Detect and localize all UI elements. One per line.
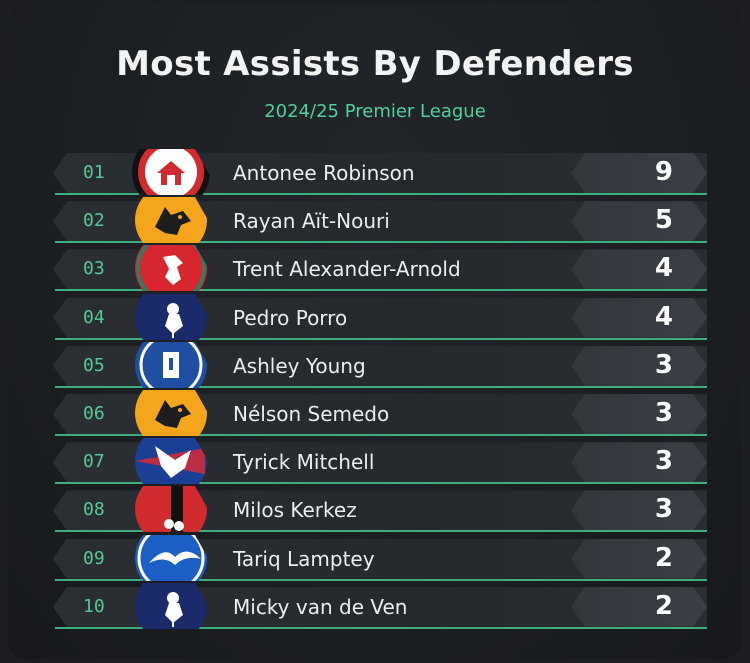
fulham-crest-icon (132, 149, 210, 195)
assist-value: 2 (654, 590, 673, 621)
player-name: Tariq Lamptey (233, 546, 375, 571)
brighton-crest-icon (135, 534, 207, 581)
tottenham-crest-icon (135, 582, 207, 629)
row-underline (55, 193, 707, 195)
tottenham-crest-icon (135, 293, 207, 340)
table-row: 01 Antonee Robinson 9 (53, 149, 707, 195)
rank-label: 05 (83, 354, 105, 376)
chart-title: Most Assists By Defenders (116, 44, 634, 84)
row-underline (55, 434, 707, 436)
ranking-table: 01 Antonee Robinson 9 02 Rayan Aït-Nouri 5 03 T… (8, 4, 742, 659)
assist-value: 3 (654, 494, 673, 525)
bournemouth-crest-icon (135, 486, 207, 533)
table-row: 04 Pedro Porro 4 (53, 293, 707, 340)
rank-label: 07 (83, 451, 105, 473)
row-underline (55, 289, 707, 292)
value-badge (571, 490, 707, 531)
rank-label: 10 (83, 595, 105, 617)
value-badge (571, 586, 707, 627)
wolves-crest-icon (135, 390, 207, 436)
everton-crest-icon (135, 341, 207, 388)
value-badge (571, 249, 707, 290)
player-name: Antonee Robinson (233, 161, 415, 185)
assist-value: 3 (654, 349, 673, 380)
assist-value: 4 (654, 301, 673, 332)
table-row: 06 Nélson Semedo 3 (53, 390, 707, 436)
table-row: 03 Trent Alexander-Arnold 4 (53, 245, 707, 292)
rank-label: 09 (83, 547, 105, 569)
value-badge (571, 538, 707, 579)
rank-label: 06 (83, 403, 105, 424)
assist-value: 3 (654, 398, 673, 428)
player-name: Tyrick Mitchell (233, 450, 375, 475)
table-row: 10 Micky van de Ven 2 (53, 582, 707, 629)
row-underline (55, 385, 707, 388)
value-badge (571, 297, 707, 338)
row-underline (55, 626, 707, 629)
row-underline (55, 530, 707, 533)
assist-value: 9 (654, 157, 673, 187)
rank-label: 04 (83, 306, 105, 328)
table-row: 05 Ashley Young 3 (53, 341, 707, 388)
value-badge (571, 153, 707, 193)
table-row: 08 Milos Kerkez 3 (53, 486, 707, 533)
value-badge (571, 394, 707, 434)
player-name: Rayan Aït-Nouri (233, 209, 390, 234)
assist-value: 2 (654, 542, 673, 573)
rank-label: 01 (83, 162, 105, 183)
row-underline (55, 482, 707, 485)
chart-card: Most Assists By Defenders 2024/25 Premie… (8, 4, 742, 659)
row-underline (55, 337, 707, 340)
player-name: Pedro Porro (233, 305, 348, 330)
value-badge (571, 201, 707, 242)
table-row: 07 Tyrick Mitchell 3 (53, 438, 707, 485)
player-name: Ashley Young (233, 353, 366, 378)
table-row: 02 Rayan Aït-Nouri 5 (53, 197, 707, 244)
player-name: Nélson Semedo (233, 402, 390, 426)
rank-label: 02 (83, 210, 105, 232)
value-badge (571, 345, 707, 386)
rank-label: 08 (83, 499, 105, 521)
liverpool-crest-icon (135, 245, 207, 292)
row-underline (55, 578, 707, 581)
wolves-crest-icon (135, 197, 207, 244)
player-name: Trent Alexander-Arnold (233, 257, 461, 282)
chart-subtitle: 2024/25 Premier League (264, 101, 486, 122)
rank-label: 03 (83, 258, 105, 280)
assist-value: 3 (654, 446, 673, 477)
value-badge (571, 442, 707, 483)
assist-value: 4 (654, 253, 673, 284)
row-underline (55, 241, 707, 244)
player-name: Milos Kerkez (233, 498, 357, 523)
crystal-palace-crest-icon (135, 438, 207, 485)
table-row: 09 Tariq Lamptey 2 (53, 534, 707, 581)
player-name: Micky van de Ven (233, 594, 408, 619)
assist-value: 5 (654, 205, 673, 236)
